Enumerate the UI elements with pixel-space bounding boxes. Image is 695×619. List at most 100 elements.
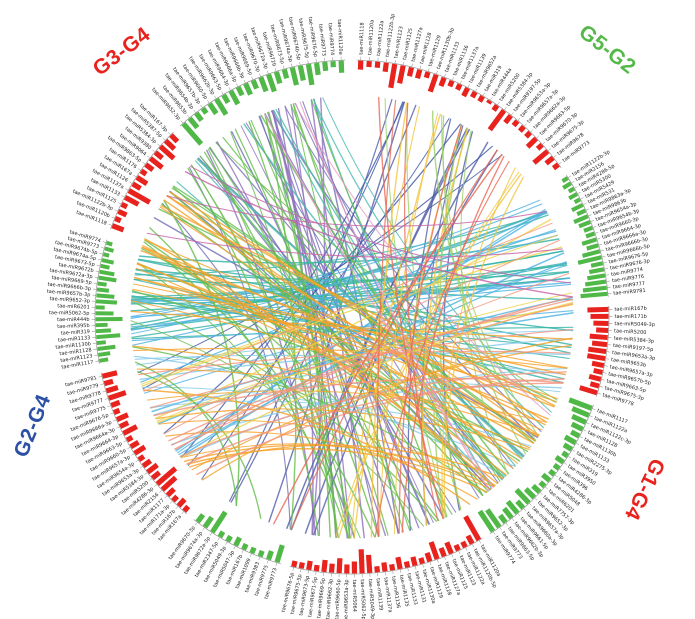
expression-bar [577,255,602,265]
expression-bar [100,263,110,270]
label-tick [605,274,610,276]
mirna-label: tae-miR9653a-3p [343,579,350,619]
chord-line [189,165,571,284]
chord-line [158,419,496,486]
mirna-label: tae-miR5049-3p [367,579,376,619]
expression-bar [160,475,178,492]
mirna-label: tae-miR9781 [613,288,646,297]
chord-line [132,283,568,369]
sector-left-red: tae-miR167atae-miR167btae-miR171a-3ptae-… [65,370,191,542]
chord-line [350,105,420,539]
label-tick [108,224,112,226]
chord-line [130,250,564,301]
label-tick [291,63,293,68]
expression-bar [98,351,111,357]
chord-line [130,203,543,320]
label-tick [436,70,438,75]
label-tick [102,390,106,393]
expression-bar [105,240,113,247]
expression-bar [568,397,593,411]
label-tick [157,143,161,147]
expression-bar [587,273,606,281]
label-tick [467,84,470,88]
label-tick [96,264,101,266]
expression-bar [125,434,134,443]
label-tick [394,60,396,64]
expression-bar [97,344,116,351]
expression-bar [96,333,121,340]
expression-bar [593,368,603,375]
label-tick [586,422,590,425]
label-tick [597,392,601,395]
label-tick [114,209,118,212]
expression-bar [111,223,125,233]
mirna-label: tae-miR9669-5p [51,275,92,286]
label-tick [567,455,572,459]
label-tick [123,440,127,443]
label-tick [419,65,422,70]
label-tick [267,70,269,75]
expression-bar [576,208,587,217]
label-tick [459,80,462,84]
label-tick [217,537,220,541]
expression-bar [328,563,335,573]
label-tick [580,197,584,200]
expression-bar [107,390,127,401]
expression-bar [233,536,242,547]
label-tick [605,358,610,360]
chord-line [142,145,493,390]
label-tick [601,256,606,258]
label-tick [94,354,98,356]
label-tick [472,543,475,548]
mirna-label: tae-miR9676-5p [307,17,319,58]
mirna-label: tae-miR9666b-3p [47,282,91,293]
expression-bar [395,556,403,570]
label-tick [539,492,543,495]
expression-bar [273,71,283,85]
expression-bar [217,530,226,539]
expression-bar [148,156,164,170]
mirna-label: tae-miR1136 [390,576,401,609]
label-tick [243,79,246,84]
expression-bar [463,515,482,542]
chord-line [156,292,573,422]
expression-bar [102,252,110,258]
chord-line [149,227,350,539]
label-tick [221,91,224,95]
chord-line [184,171,573,298]
label-tick [511,518,515,522]
label-tick [499,527,502,531]
expression-bar [525,136,539,149]
expression-bar [129,439,140,450]
mirna-label: tae-miR1133 [58,335,91,344]
label-tick [283,65,285,70]
label-tick [162,137,166,141]
expression-bar [146,462,159,475]
expression-bar [374,61,381,69]
expression-bar [571,406,590,418]
chord-line [149,328,574,409]
expression-bar [579,385,598,396]
chord-line [442,115,527,455]
expression-bar [202,515,214,529]
expression-bar [297,65,306,81]
chord-line [398,124,463,534]
label-tick [251,76,254,80]
expression-bar [266,550,274,561]
sector-axis-arc [100,372,187,515]
label-tick [559,468,563,472]
expression-bar [583,225,594,233]
expression-bar [321,559,328,573]
chord-line [143,222,553,392]
mirna-label: tae-miR1122a [376,20,386,56]
expression-bar [281,68,290,79]
expression-bar [210,510,228,534]
label-tick [180,120,184,124]
chord-line [271,110,431,525]
label-tick [233,545,236,550]
chord-line [133,276,549,420]
expression-bar [99,269,115,277]
mirna-label: tae-miR5064 [351,579,357,611]
mirna-label: tae-miR5062-5p [359,579,367,619]
expression-bar [200,106,209,115]
